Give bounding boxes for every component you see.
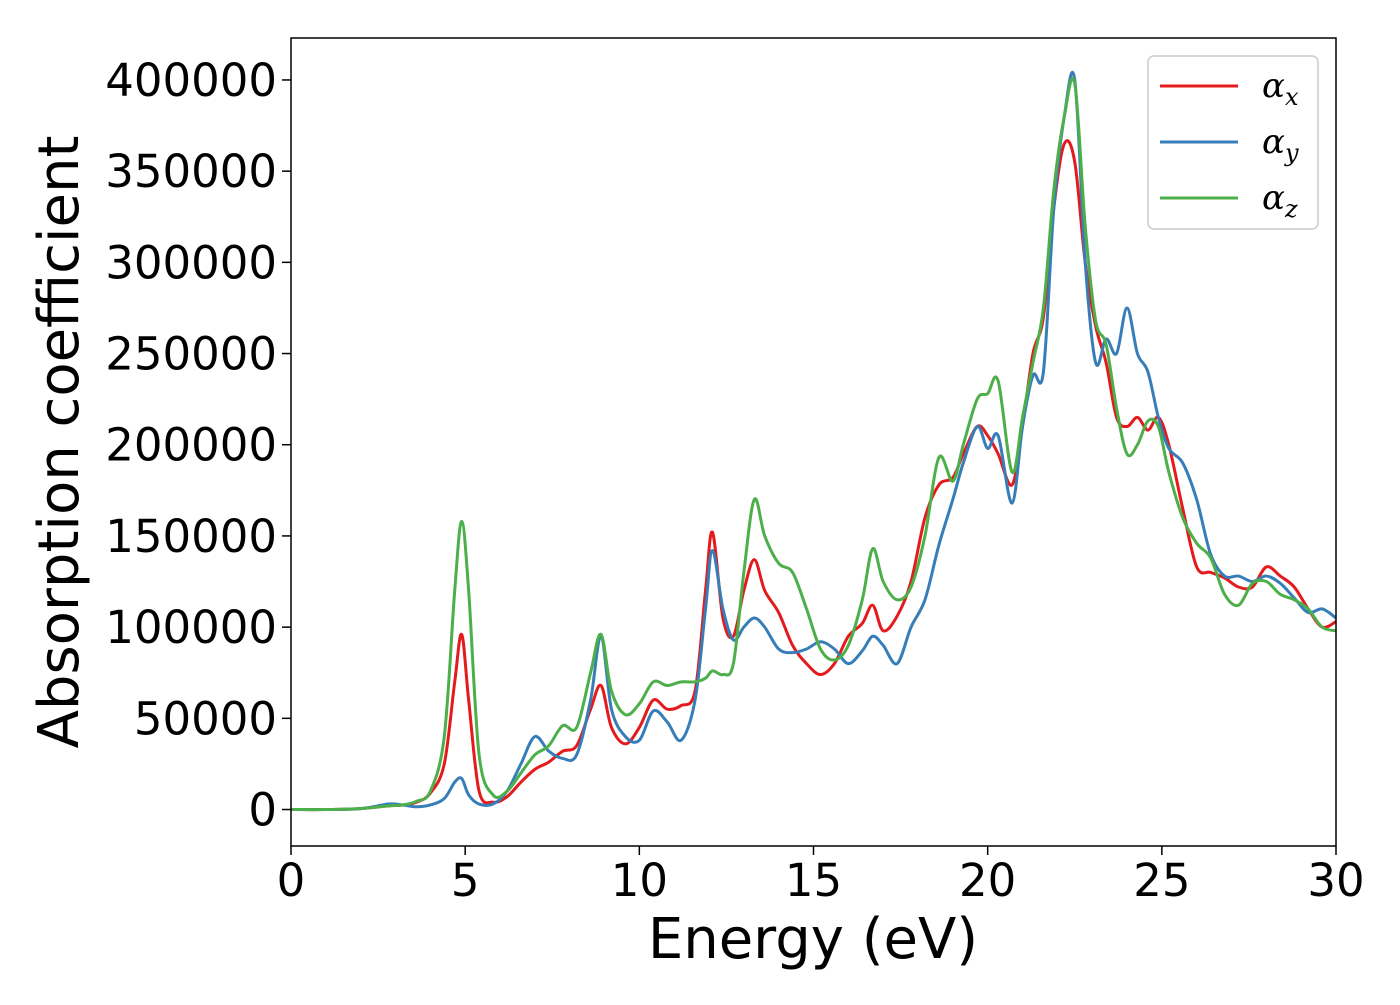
y-tick-label: 400000 [105,54,277,107]
x-axis-ticks: 0 5 10 15 20 25 30 [277,846,1365,907]
legend-label-z: αz [1262,178,1298,223]
y-tick-label: 100000 [105,601,277,654]
series-line-x [290,139,1337,812]
x-tick-label: 10 [611,854,668,907]
y-tick-label: 350000 [105,145,277,198]
x-tick-label: 15 [785,854,842,907]
y-axis-label: Absorption coefficient [27,136,92,749]
legend-label-y: αy [1262,122,1299,167]
y-tick-label: 200000 [105,419,277,472]
x-tick-label: 5 [451,854,480,907]
y-axis-ticks: 0 50000 100000 150000 200000 250000 300000 3500… [105,54,291,837]
x-tick-label: 0 [277,854,306,907]
legend-items: αx αy αz [1160,66,1299,223]
y-tick-label: 50000 [134,692,277,745]
series-line-y [290,70,1337,812]
y-tick-label: 0 [248,784,277,837]
y-tick-label: 150000 [105,510,277,563]
y-tick-label: 300000 [105,236,277,289]
x-tick-label: 25 [1133,854,1190,907]
series-line-z [290,76,1337,812]
x-tick-label: 20 [959,854,1016,907]
x-tick-label: 30 [1307,854,1364,907]
x-axis-label: Energy (eV) [648,907,978,972]
series-layer [290,70,1337,812]
legend-label-x: αx [1262,66,1299,111]
y-tick-label: 250000 [105,328,277,381]
legend: αx αy αz [1147,55,1319,230]
